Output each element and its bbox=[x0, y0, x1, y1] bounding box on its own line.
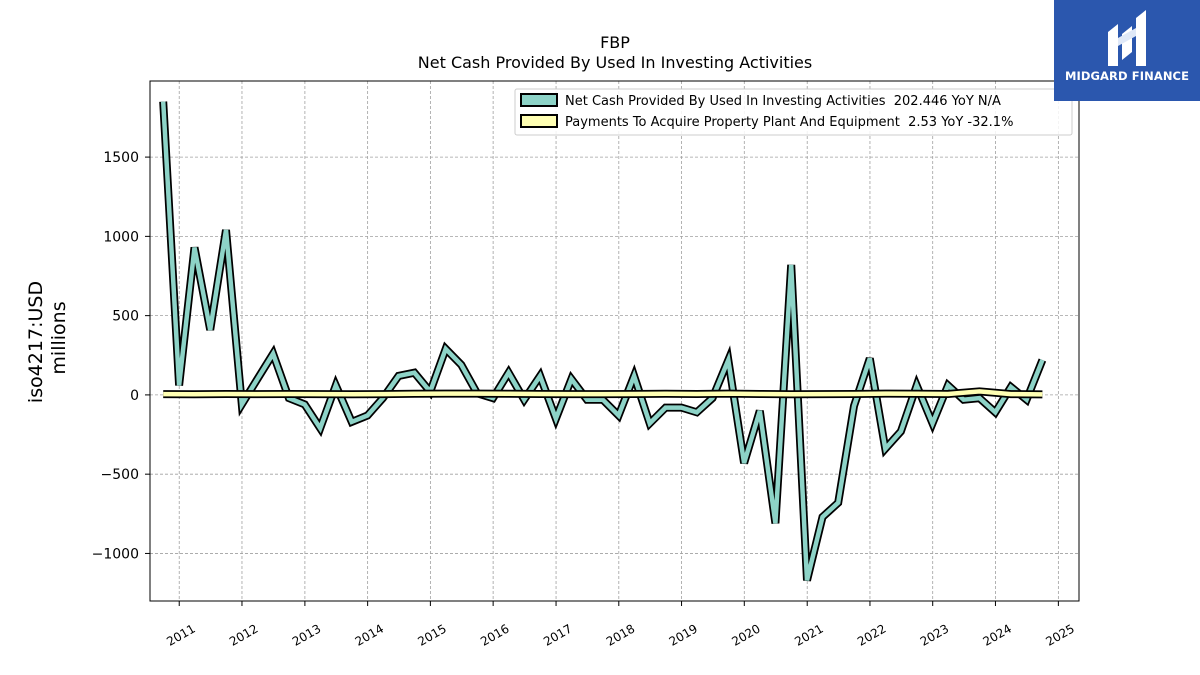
y-axis-label: iso4217:USD bbox=[25, 281, 47, 403]
y-tick-label: −1000 bbox=[92, 546, 139, 562]
chart-title: FBP bbox=[600, 33, 630, 52]
x-tick-label: 2025 bbox=[1043, 621, 1076, 648]
x-tick-label: 2011 bbox=[164, 621, 197, 648]
y-tick-label: 500 bbox=[112, 309, 139, 325]
logo-text: MIDGARD FINANCE bbox=[1064, 69, 1190, 83]
x-tick-label: 2015 bbox=[415, 621, 448, 648]
plot-series bbox=[159, 101, 1047, 582]
x-tick-label: 2012 bbox=[227, 621, 260, 648]
midgard-logo-icon bbox=[1108, 10, 1146, 66]
legend-label-capex: Payments To Acquire Property Plant And E… bbox=[565, 115, 1013, 130]
y-tick-label: −500 bbox=[101, 467, 139, 483]
series-line bbox=[160, 101, 1045, 581]
x-tick-label: 2023 bbox=[918, 621, 951, 648]
y-axis: −1000 −500 0 500 1000 1500 bbox=[92, 150, 150, 562]
x-tick-label: 2019 bbox=[667, 621, 700, 648]
legend-box bbox=[514, 88, 1073, 136]
y-tick-label: 1000 bbox=[103, 229, 139, 245]
y-tick-label: 1500 bbox=[103, 150, 139, 166]
axes-frame bbox=[149, 80, 1080, 602]
x-tick-label: 2022 bbox=[855, 621, 888, 648]
legend-swatch-net-cash bbox=[520, 93, 558, 107]
series-1 bbox=[163, 387, 1043, 399]
x-tick-label: 2017 bbox=[541, 621, 574, 648]
series-0 bbox=[159, 101, 1047, 582]
x-tick-label: 2014 bbox=[353, 621, 386, 648]
x-tick-label: 2021 bbox=[792, 621, 825, 648]
chart-subtitle: Net Cash Provided By Used In Investing A… bbox=[418, 53, 812, 72]
y-tick-label: 0 bbox=[130, 388, 139, 404]
x-tick-label: 2018 bbox=[604, 621, 637, 648]
legend-label-net-cash: Net Cash Provided By Used In Investing A… bbox=[565, 94, 1001, 109]
x-tick-label: 2013 bbox=[290, 621, 323, 648]
midgard-finance-logo: MIDGARD FINANCE bbox=[1054, 0, 1200, 101]
legend-swatch-capex bbox=[520, 114, 558, 128]
x-axis: 2011 2012 2013 2014 2015 2016 2017 2018 2019 2020… bbox=[164, 601, 1077, 649]
series-line bbox=[163, 389, 1043, 397]
legend: Net Cash Provided By Used In Investing A… bbox=[514, 88, 1073, 136]
series-line-outline bbox=[159, 101, 1047, 582]
grid-lines bbox=[150, 81, 1079, 601]
x-tick-label: 2016 bbox=[478, 621, 511, 648]
x-tick-label: 2020 bbox=[729, 621, 762, 648]
y-axis-label-units: millions bbox=[48, 301, 70, 374]
x-tick-label: 2024 bbox=[980, 621, 1013, 648]
